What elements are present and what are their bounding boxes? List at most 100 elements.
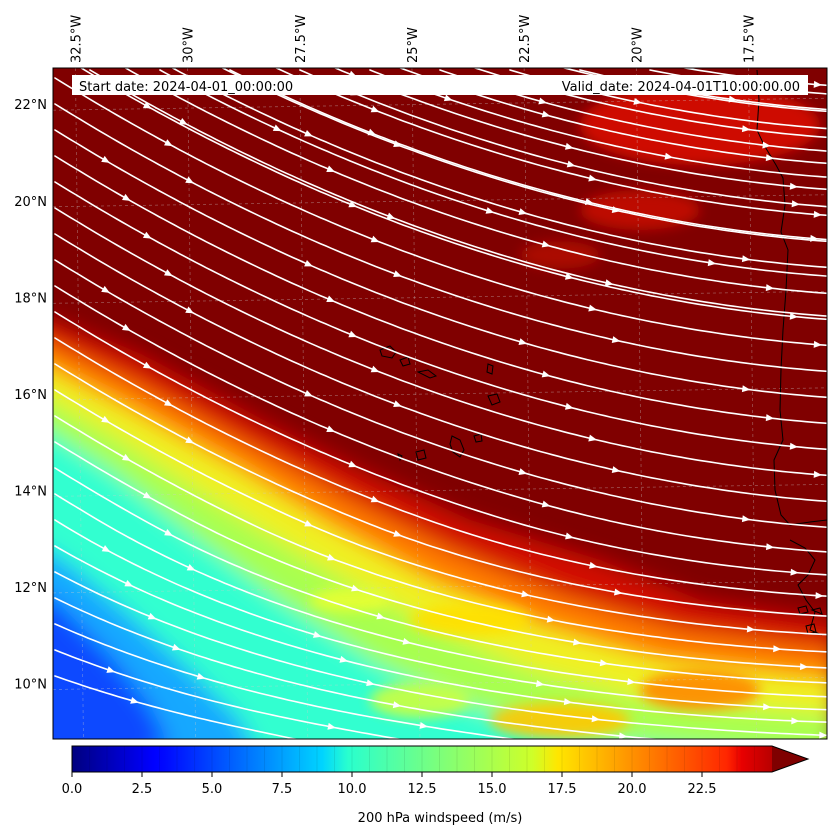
lon-label: 22.5°W <box>518 15 533 63</box>
streamline <box>79 68 827 321</box>
colorbar-tick-label: 7.5 <box>272 782 293 797</box>
streamline-arrow <box>185 306 194 314</box>
streamline <box>54 155 827 425</box>
streamline <box>274 68 827 217</box>
streamline-arrow <box>627 678 636 686</box>
band-lowmid <box>53 433 596 739</box>
streamline-arrow <box>178 117 188 125</box>
streamline-arrow <box>611 466 621 473</box>
streamline-arrow <box>171 643 181 651</box>
streamline-arrow <box>386 212 396 220</box>
streamline-arrow <box>124 579 134 587</box>
streamline-arrow <box>393 270 402 277</box>
streamline-arrow <box>741 255 751 263</box>
streamline-arrow <box>142 491 152 499</box>
colorbar-label: 200 hPa windspeed (m/s) <box>358 811 523 826</box>
island-bijagos-2 <box>810 607 823 615</box>
streamline-arrow <box>541 240 551 248</box>
streamline <box>220 68 827 243</box>
colorbar-tick-label: 22.5 <box>688 782 717 797</box>
streamline <box>54 337 827 597</box>
streamline-arrow <box>101 155 110 163</box>
streamline-arrow <box>813 210 822 218</box>
streamline-arrow <box>348 460 358 468</box>
lat-label: 12°N <box>14 581 47 596</box>
streamline-arrow <box>564 142 574 150</box>
streamline-arrows <box>101 70 835 739</box>
island-maio <box>473 433 483 443</box>
island-boa-vista <box>487 393 501 406</box>
streamline-arrow <box>101 415 110 423</box>
island-bijagos-1 <box>797 605 809 615</box>
streamlines <box>54 68 827 739</box>
streamline <box>54 415 827 653</box>
streamline-arrow <box>393 400 402 407</box>
lat-label: 10°N <box>14 677 47 692</box>
streamline-arrow <box>518 468 528 475</box>
streamline-arrow <box>348 200 358 208</box>
streamline <box>54 207 827 477</box>
streamline <box>333 68 827 191</box>
streamline-arrow <box>366 679 375 687</box>
streamline-arrow <box>588 174 597 182</box>
streamline <box>229 69 827 241</box>
latitude-labels: 22°N 20°N 18°N 16°N 14°N 12°N 10°N <box>14 98 47 692</box>
streamline-arrow <box>142 231 152 239</box>
streamline-arrow <box>535 680 545 687</box>
streamline <box>54 233 827 503</box>
streamline-arrow <box>789 182 798 190</box>
island-sao-vicente <box>399 356 411 367</box>
island-santo-antao <box>379 345 397 359</box>
streamline <box>54 311 827 576</box>
streamline-arrow <box>142 101 152 109</box>
lat-label: 16°N <box>14 388 47 403</box>
colorbar: 0.0 2.5 5.0 7.5 10.0 12.5 15.0 17.5 20.0 22.5 200… <box>62 745 810 826</box>
streamline <box>54 649 403 739</box>
valid-date-label: Valid_date: 2024-04-01T10:00:00.00 <box>562 80 800 95</box>
streamline <box>54 467 827 684</box>
lat-label: 22°N <box>14 98 47 113</box>
gridline-lon <box>75 68 84 739</box>
streamline-arrow <box>393 530 402 537</box>
streamline-arrow <box>541 500 551 508</box>
streamline-arrow <box>304 389 313 397</box>
streamline-arrow <box>130 697 139 704</box>
streamline-arrow <box>664 152 674 160</box>
colorbar-fill <box>72 746 808 772</box>
colorbar-extend-arrow <box>772 746 808 772</box>
streamline-arrow <box>164 529 173 536</box>
streamline-arrow <box>186 563 196 571</box>
streamline-arrow <box>393 140 402 147</box>
streamline-arrow <box>272 124 282 132</box>
streamline <box>54 571 827 737</box>
gridline-lon <box>299 68 309 739</box>
african-coast <box>756 69 827 526</box>
streamline-arrow <box>196 672 206 680</box>
streamline-arrow <box>572 638 582 646</box>
streamline-arrow <box>827 679 835 686</box>
streamline-arrow <box>326 425 335 432</box>
streamline <box>54 545 827 723</box>
lat-label: 18°N <box>14 291 47 306</box>
streamline-arrow <box>765 414 775 422</box>
streamline <box>54 675 300 739</box>
streamline-arrow <box>589 561 598 569</box>
lat-label: 14°N <box>14 484 47 499</box>
streamline-arrow <box>633 97 642 105</box>
streamline-arrow <box>485 207 495 214</box>
streamline <box>54 181 827 451</box>
streamline <box>54 77 827 347</box>
streamline-arrow <box>106 666 116 673</box>
streamline-arrow <box>741 125 751 133</box>
colorbar-tick-label: 2.5 <box>132 782 153 797</box>
streamline <box>54 129 827 399</box>
lon-label: 30°W <box>182 27 197 63</box>
streamline-arrow <box>370 365 380 373</box>
streamline-arrow <box>541 110 551 118</box>
streamline-arrow <box>813 470 822 478</box>
streamline-arrow <box>304 259 313 267</box>
streamline-arrow <box>765 284 775 292</box>
date-header-box <box>72 75 808 95</box>
streamline-arrow <box>392 701 402 709</box>
colorbar-tick-label: 5.0 <box>202 782 223 797</box>
